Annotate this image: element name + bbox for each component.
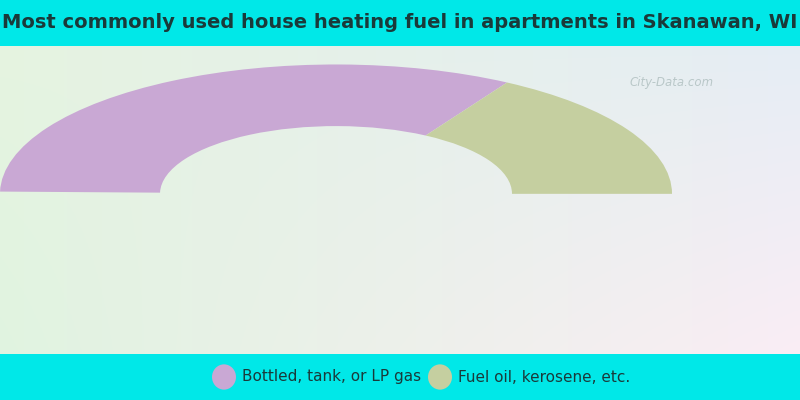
Text: Fuel oil, kerosene, etc.: Fuel oil, kerosene, etc. bbox=[458, 370, 630, 384]
Wedge shape bbox=[426, 82, 672, 194]
Ellipse shape bbox=[428, 364, 452, 390]
Ellipse shape bbox=[212, 364, 236, 390]
Text: Most commonly used house heating fuel in apartments in Skanawan, WI: Most commonly used house heating fuel in… bbox=[2, 14, 798, 32]
Wedge shape bbox=[0, 64, 507, 193]
Text: Bottled, tank, or LP gas: Bottled, tank, or LP gas bbox=[242, 370, 421, 384]
Text: City-Data.com: City-Data.com bbox=[630, 76, 714, 90]
